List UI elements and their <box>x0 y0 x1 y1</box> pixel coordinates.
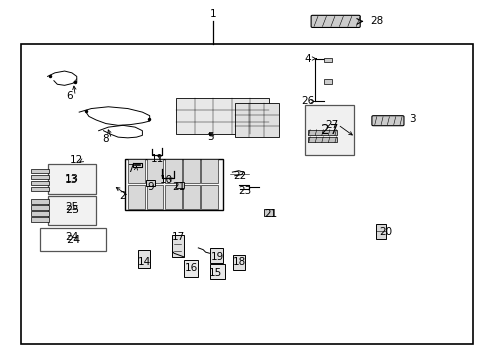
Text: 1: 1 <box>209 9 216 19</box>
Text: 8: 8 <box>102 134 109 144</box>
Text: 5: 5 <box>207 132 213 142</box>
Bar <box>30 181 49 185</box>
Text: 14: 14 <box>138 257 151 267</box>
Bar <box>30 175 49 179</box>
Bar <box>234 103 278 137</box>
Bar <box>264 209 272 216</box>
Bar <box>305 105 353 155</box>
Bar <box>146 180 155 186</box>
Bar <box>324 58 331 62</box>
Text: 11: 11 <box>150 154 163 163</box>
Bar <box>307 130 336 135</box>
Bar <box>375 224 386 239</box>
Text: 25: 25 <box>65 202 79 212</box>
Text: 12: 12 <box>70 156 83 165</box>
Bar <box>201 185 218 208</box>
Text: 21: 21 <box>172 182 185 192</box>
Text: 22: 22 <box>233 171 246 181</box>
Bar <box>30 211 49 216</box>
Text: 2: 2 <box>120 191 126 201</box>
Bar <box>128 159 145 183</box>
Text: 21: 21 <box>264 209 277 219</box>
Text: 7: 7 <box>127 164 133 174</box>
Text: 25: 25 <box>65 205 79 215</box>
Bar <box>210 248 222 263</box>
Bar <box>176 182 184 188</box>
Bar <box>146 159 163 183</box>
Text: 18: 18 <box>233 257 246 267</box>
Text: 13: 13 <box>65 174 79 184</box>
Text: 3: 3 <box>408 114 415 124</box>
Bar <box>125 158 222 210</box>
Bar <box>183 185 200 208</box>
Text: 20: 20 <box>378 227 391 237</box>
Bar <box>307 137 336 143</box>
Bar <box>30 199 49 203</box>
Bar <box>164 159 182 183</box>
Text: 6: 6 <box>66 91 73 101</box>
Text: 19: 19 <box>211 252 224 262</box>
Bar <box>146 185 163 208</box>
Bar <box>40 228 106 251</box>
Bar <box>30 217 49 222</box>
Text: 9: 9 <box>147 182 154 192</box>
Text: 10: 10 <box>160 175 173 185</box>
Bar <box>47 164 96 194</box>
Bar <box>210 264 224 279</box>
Text: 16: 16 <box>184 262 197 273</box>
Text: 26: 26 <box>301 96 314 107</box>
Bar <box>183 159 200 183</box>
Text: 15: 15 <box>208 268 222 278</box>
Bar <box>30 187 49 192</box>
Text: 17: 17 <box>172 232 185 242</box>
Bar <box>137 250 149 267</box>
Text: 24: 24 <box>66 235 80 245</box>
Bar <box>30 205 49 210</box>
Bar <box>201 159 218 183</box>
Bar <box>164 185 182 208</box>
Bar <box>183 260 198 277</box>
Bar <box>21 44 472 344</box>
Bar <box>324 79 331 84</box>
Text: 4: 4 <box>304 54 310 64</box>
Text: 28: 28 <box>369 17 383 26</box>
Bar <box>128 185 145 208</box>
Bar <box>171 235 183 257</box>
FancyBboxPatch shape <box>310 15 360 27</box>
Text: 27: 27 <box>325 120 338 130</box>
Text: 27: 27 <box>320 123 338 137</box>
Bar <box>30 168 49 173</box>
Text: 24: 24 <box>65 232 79 242</box>
Bar <box>233 255 245 270</box>
Text: 13: 13 <box>65 175 79 185</box>
FancyBboxPatch shape <box>371 116 403 126</box>
Bar <box>176 98 268 134</box>
Bar <box>47 196 96 225</box>
Text: 23: 23 <box>237 186 251 196</box>
